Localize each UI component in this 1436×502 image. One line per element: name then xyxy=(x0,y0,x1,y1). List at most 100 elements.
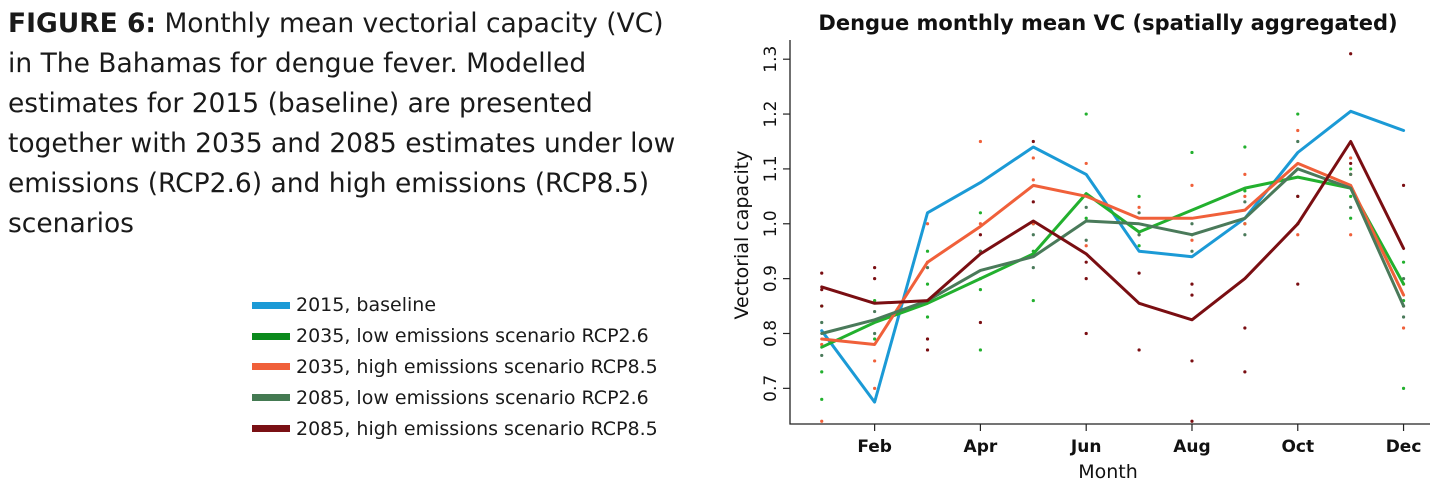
data-point xyxy=(1031,200,1035,204)
data-point xyxy=(873,277,877,281)
data-point xyxy=(925,337,930,341)
x-tick-label: Aug xyxy=(1173,437,1210,457)
data-point xyxy=(1296,233,1300,237)
figure-caption: FIGURE 6: Monthly mean vectorial capacit… xyxy=(8,4,688,244)
data-point xyxy=(1137,194,1141,198)
data-point xyxy=(1401,277,1406,281)
figure-label: FIGURE 6: xyxy=(8,8,157,39)
data-point xyxy=(873,309,877,314)
data-point xyxy=(1243,233,1247,237)
legend-label: 2085, high emissions scenario RCP8.5 xyxy=(296,417,658,440)
data-point xyxy=(1243,145,1247,149)
data-point xyxy=(873,359,877,363)
data-point xyxy=(1190,293,1194,297)
y-tick-label: 1.2 xyxy=(761,101,781,128)
x-tick-label: Jun xyxy=(1070,437,1102,457)
data-point xyxy=(978,288,983,292)
series-line xyxy=(820,140,1406,322)
data-point xyxy=(820,397,824,401)
legend-label: 2035, high emissions scenario RCP8.5 xyxy=(296,355,658,378)
x-tick-label: Oct xyxy=(1281,437,1314,457)
data-point xyxy=(1349,172,1353,176)
series-line xyxy=(820,109,1406,404)
legend-item-2035-rcp26: 2035, low emissions scenario RCP2.6 xyxy=(252,321,658,352)
data-point xyxy=(1084,244,1088,248)
y-tick-label: 0.7 xyxy=(761,375,781,402)
data-point xyxy=(820,271,824,275)
data-point xyxy=(1349,161,1353,166)
legend-swatch xyxy=(252,394,290,402)
data-point xyxy=(820,353,824,358)
data-point xyxy=(978,348,983,352)
data-point xyxy=(1031,156,1035,160)
legend-swatch xyxy=(252,425,290,433)
data-point xyxy=(1137,244,1141,248)
legend-swatch xyxy=(252,363,290,371)
data-point xyxy=(1137,271,1141,275)
data-point xyxy=(1031,266,1035,270)
data-point xyxy=(1296,112,1300,116)
data-point xyxy=(873,386,877,390)
data-point xyxy=(978,139,983,144)
data-point xyxy=(820,370,824,374)
legend-label: 2015, baseline xyxy=(296,294,437,317)
data-point xyxy=(1190,419,1194,423)
data-point xyxy=(1137,348,1141,352)
data-point xyxy=(1137,211,1141,215)
data-point xyxy=(1401,183,1406,187)
series-line xyxy=(820,167,1406,335)
data-point xyxy=(925,348,930,352)
figure-caption-text: Monthly mean vectorial capacity (VC) in … xyxy=(8,8,676,239)
data-point xyxy=(1349,156,1353,160)
data-point xyxy=(1031,233,1035,237)
data-point xyxy=(1190,359,1194,363)
legend-item-2085-rcp26: 2085, low emissions scenario RCP2.6 xyxy=(252,382,658,413)
data-point xyxy=(925,315,930,319)
data-point xyxy=(1349,52,1353,56)
data-point xyxy=(1084,161,1088,166)
data-point xyxy=(1084,216,1088,220)
data-point xyxy=(820,320,824,325)
legend-item-2035-rcp85: 2035, high emissions scenario RCP8.5 xyxy=(252,352,658,383)
data-point xyxy=(873,331,877,336)
data-point xyxy=(873,298,877,303)
data-point xyxy=(1349,233,1353,237)
data-point xyxy=(1084,331,1088,336)
data-point xyxy=(1349,167,1353,171)
data-point xyxy=(1296,194,1300,198)
data-point xyxy=(978,320,983,325)
legend-label: 2085, low emissions scenario RCP2.6 xyxy=(296,386,649,409)
data-point xyxy=(1031,178,1035,182)
chart-title: Dengue monthly mean VC (spatially aggreg… xyxy=(818,11,1397,35)
data-point xyxy=(1401,260,1406,264)
x-tick-label: Apr xyxy=(964,437,998,457)
data-point xyxy=(1190,282,1194,286)
data-point xyxy=(1401,326,1406,330)
data-point xyxy=(1296,128,1300,133)
data-point xyxy=(1084,238,1088,242)
data-point xyxy=(820,304,824,308)
data-point xyxy=(925,249,930,253)
data-point xyxy=(1190,222,1194,226)
data-point xyxy=(925,266,930,270)
chart-area: Dengue monthly mean VC (spatially aggreg… xyxy=(700,0,1436,502)
y-tick-label: 0.9 xyxy=(761,265,781,292)
y-tick-label: 1.0 xyxy=(761,210,781,237)
data-point xyxy=(1190,249,1194,253)
series-line xyxy=(820,161,1406,346)
plot-layer: 0.7 0.8 0.9 1.0 1.1 1.2 1.3 Feb Apr Jun Aug Oct Dec xyxy=(761,40,1430,457)
data-point xyxy=(1190,238,1194,242)
data-point xyxy=(873,266,877,270)
data-point xyxy=(1243,194,1247,198)
data-point xyxy=(978,211,983,215)
data-point xyxy=(1349,194,1353,198)
legend-swatch xyxy=(252,332,290,340)
axes-frame xyxy=(789,40,1430,425)
legend-label: 2035, low emissions scenario RCP2.6 xyxy=(296,325,649,348)
data-point xyxy=(1243,370,1247,374)
data-point xyxy=(1137,205,1141,209)
data-point xyxy=(1243,172,1247,176)
y-tick-label: 0.8 xyxy=(761,320,781,347)
x-tick-label: Feb xyxy=(857,437,892,457)
data-point xyxy=(1084,112,1088,116)
